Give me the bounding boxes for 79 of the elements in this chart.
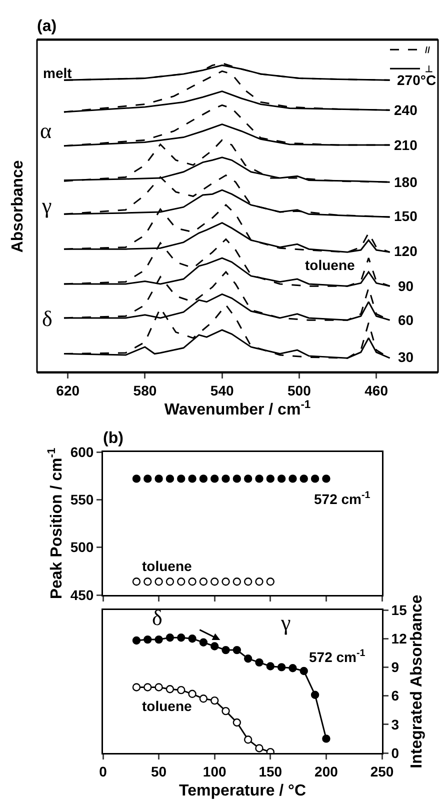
point [210,642,219,650]
x-tick-label: 540 [210,382,234,398]
annotation: δ [42,306,52,331]
point [232,646,242,654]
x-tick-label: 50 [151,763,167,780]
annotation: 60 [398,312,414,328]
annotation: γ [280,610,291,635]
x-tick-label: 0 [99,763,108,780]
annotation: 180 [394,174,418,190]
point [188,634,196,643]
point [310,690,320,699]
y-tick-label: 550 [70,492,94,508]
y2-tick-label: 15 [391,602,408,618]
point [222,706,230,716]
point [222,646,230,654]
point [266,662,274,670]
annotation: 240 [394,102,418,118]
y2-tick-label: 6 [391,688,400,704]
chart-title: (a) [37,18,57,35]
point [288,664,297,672]
point [177,634,186,642]
annotation: γ [41,193,52,218]
annotation: toluene [142,558,192,574]
annotation: 572 cm$^{-1}$ [314,490,371,507]
point [188,690,196,698]
y-tick-label: 600 [70,444,94,460]
y-tick-label: 450 [70,586,94,603]
point [166,634,174,642]
y-axis-title: Absorbance [10,160,27,253]
annotation: 90 [398,278,414,294]
y2-tick-label: 3 [391,716,400,732]
x-tick-label: 620 [56,382,80,398]
legend-label: ⊥ [425,64,433,74]
point [300,666,308,676]
point [177,686,186,694]
x-tick-label: 460 [364,382,388,398]
point [199,638,208,647]
x-tick-label: 100 [202,763,226,780]
point [277,663,286,672]
point [244,654,252,663]
annotation: 150 [394,208,418,224]
point [154,683,163,692]
annotation: toluene [142,698,192,714]
point [199,694,208,703]
annotation: toluene [305,257,355,273]
annotation: 270°C [397,72,436,88]
y2-tick-label: 9 [391,659,400,676]
annotation: α [40,118,52,143]
point [132,683,141,692]
annotation: 572 cm$^{-1}$ [309,648,366,665]
annotation: melt [43,65,72,81]
point [154,635,163,644]
x-tick-label: 150 [258,763,282,780]
annotation: 30 [398,349,414,365]
point [232,718,242,727]
legend-label: // [425,45,430,56]
annotation: δ [152,605,162,630]
x-tick-label: 500 [288,382,312,398]
annotation: 120 [394,243,418,259]
point [322,734,330,743]
point [144,683,152,692]
x-tick-label: 580 [133,382,157,398]
y2-tick-label: 0 [391,744,400,761]
x-tick-label: 250 [370,763,394,780]
point [144,635,152,644]
point [255,658,264,667]
x-tick-label: 200 [314,763,338,780]
point [244,736,252,744]
y2-axis-title: Integrated Absorbance [408,594,426,768]
point [255,744,264,752]
x-axis-title: Temperature / °C [178,782,306,800]
point [132,636,141,645]
x-axis-title: Wavenumber / cm$^{-1}$ [164,399,311,419]
chart-title: (b) [103,430,124,447]
annotation: 210 [394,137,418,153]
y2-tick-label: 12 [391,630,408,646]
point [210,696,219,705]
y-tick-label: 500 [70,539,94,556]
point [166,685,174,694]
